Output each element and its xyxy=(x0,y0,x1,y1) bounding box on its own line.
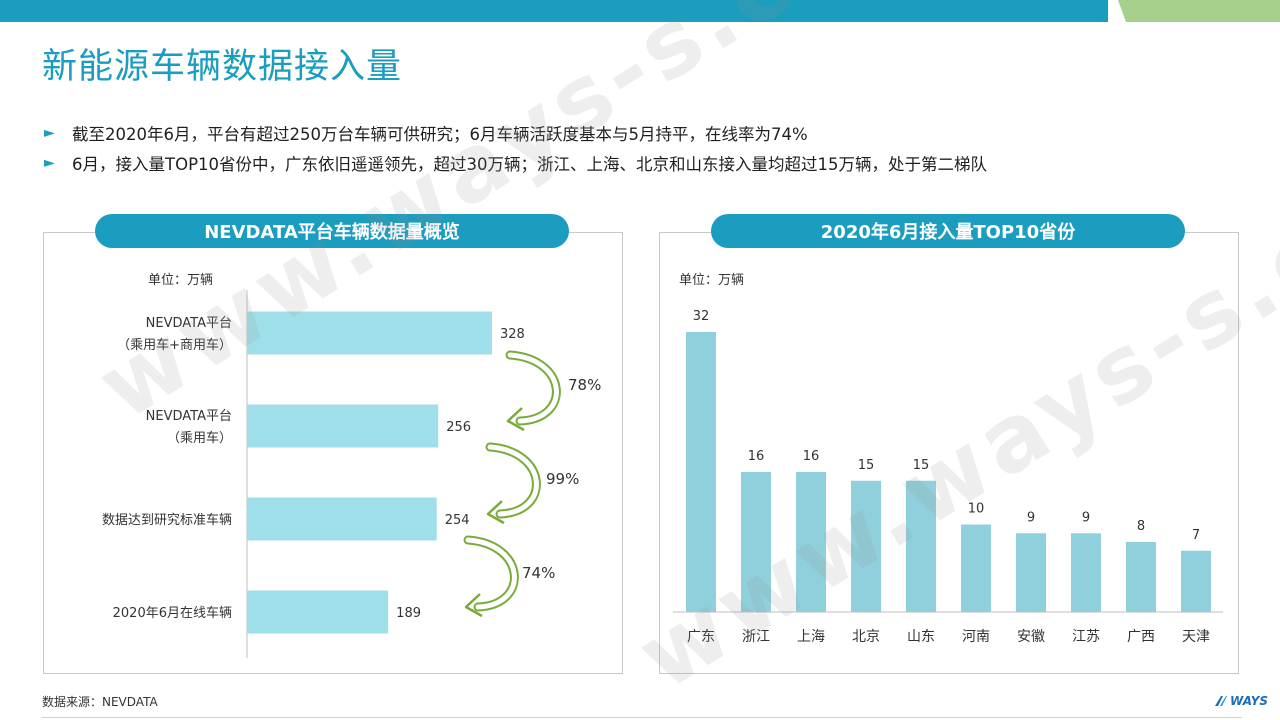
arrow-head xyxy=(506,407,525,432)
category-label: 北京 xyxy=(852,629,880,645)
category-label: NEVDATA平台 xyxy=(146,316,232,331)
bar-value-label: 328 xyxy=(500,327,525,342)
ratio-label: 99% xyxy=(546,470,579,488)
bar xyxy=(796,472,826,612)
arrow-head xyxy=(464,593,483,618)
category-label: 2020年6月在线车辆 xyxy=(113,605,232,621)
category-label: 浙江 xyxy=(742,629,770,645)
category-label: 山东 xyxy=(907,629,935,645)
category-label: 上海 xyxy=(797,629,825,645)
bar xyxy=(851,480,881,612)
bar-value-label: 16 xyxy=(803,449,820,464)
ways-logo-icon xyxy=(1215,696,1227,706)
bar-value-label: 8 xyxy=(1137,519,1145,534)
bar-value-label: 16 xyxy=(748,449,765,464)
bar-value-label: 7 xyxy=(1192,528,1200,543)
summary-bullets: ► 截至2020年6月，平台有超过250万台车辆可供研究；6月车辆活跃度基本与5… xyxy=(44,118,987,178)
data-source: 数据来源：NEVDATA xyxy=(42,695,158,709)
left-panel-header: NEVDATA平台车辆数据量概览 xyxy=(95,214,569,248)
bullet-item: ► 截至2020年6月，平台有超过250万台车辆可供研究；6月车辆活跃度基本与5… xyxy=(44,118,987,148)
bar-value-label: 254 xyxy=(445,513,470,528)
category-label: 广西 xyxy=(1127,629,1155,645)
logo-text: WAYS xyxy=(1230,694,1269,708)
right-unit-label: 单位：万辆 xyxy=(679,273,745,288)
bar xyxy=(1071,533,1101,612)
ratio-label: 78% xyxy=(568,376,601,394)
bar-value-label: 9 xyxy=(1082,510,1090,525)
bar-value-label: 10 xyxy=(968,502,985,517)
category-label: 河南 xyxy=(962,629,990,645)
triangle-bullet-icon: ► xyxy=(44,155,55,171)
bar xyxy=(1181,550,1211,612)
bar xyxy=(906,480,936,612)
bar xyxy=(247,590,389,634)
bar-value-label: 256 xyxy=(446,420,471,435)
top-banner xyxy=(0,0,1280,22)
right-bar-chart: 32 广东 16 浙江 16 上海 15 北京 15 山东 10 河南 9 安徽 9 江苏 8 广西 7 天津 xyxy=(673,309,1223,645)
bar-value-label: 15 xyxy=(913,458,930,473)
bar-value-label: 9 xyxy=(1027,510,1035,525)
curved-arrow-inner xyxy=(487,444,539,517)
bar-value-label: 32 xyxy=(693,309,710,324)
bar xyxy=(741,472,771,612)
category-label: （乘用车+商用车） xyxy=(117,337,232,353)
bar-value-label: 189 xyxy=(396,606,421,621)
footer-divider xyxy=(42,717,1242,718)
category-label: 广东 xyxy=(687,629,715,645)
category-label: 安徽 xyxy=(1017,629,1045,645)
ways-logo: WAYS xyxy=(1214,694,1268,708)
right-panel-header: 2020年6月接入量TOP10省份 xyxy=(711,214,1185,248)
left-bar-chart: 328 NEVDATA平台 （乘用车+商用车） 256 NEVDATA平台 （乘用车） 25… xyxy=(102,290,601,658)
bar xyxy=(961,524,991,612)
bar xyxy=(247,497,437,541)
category-label: 天津 xyxy=(1182,629,1210,645)
curved-arrow-inner xyxy=(507,352,559,424)
bar xyxy=(686,332,716,612)
bar-value-label: 15 xyxy=(858,458,875,473)
page-title: 新能源车辆数据接入量 xyxy=(42,47,403,87)
category-label: 江苏 xyxy=(1072,629,1100,645)
curved-arrow-inner xyxy=(465,537,517,610)
bar xyxy=(1126,542,1156,612)
category-label: NEVDATA平台 xyxy=(146,409,232,424)
arrow-head xyxy=(486,500,505,525)
triangle-bullet-icon: ► xyxy=(44,125,55,141)
bullet-text: 截至2020年6月，平台有超过250万台车辆可供研究；6月车辆活跃度基本与5月持… xyxy=(72,125,808,144)
category-label: （乘用车） xyxy=(167,430,232,446)
bar xyxy=(1016,533,1046,612)
bar xyxy=(247,404,439,448)
bar xyxy=(247,311,492,355)
left-unit-label: 单位：万辆 xyxy=(148,273,214,288)
bullet-text: 6月，接入量TOP10省份中，广东依旧遥遥领先，超过30万辆；浙江、上海、北京和… xyxy=(72,155,988,174)
category-label: 数据达到研究标准车辆 xyxy=(102,512,232,528)
bullet-item: ► 6月，接入量TOP10省份中，广东依旧遥遥领先，超过30万辆；浙江、上海、北… xyxy=(44,148,987,178)
ratio-label: 74% xyxy=(522,564,555,582)
